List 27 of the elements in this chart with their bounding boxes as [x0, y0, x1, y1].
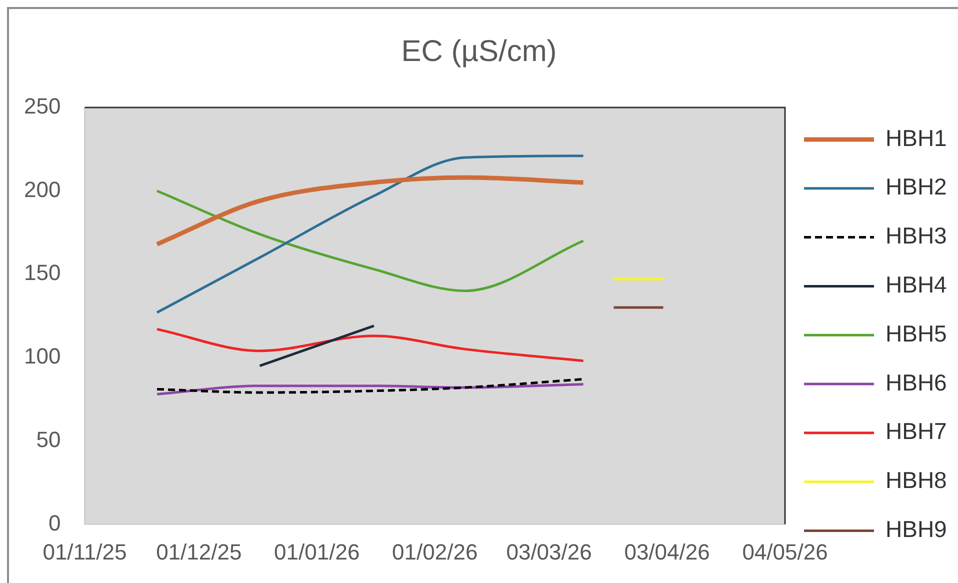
x-tick-label: 04/05/26 — [742, 540, 828, 565]
x-tick-label: 01/11/25 — [42, 540, 127, 565]
line-series — [156, 154, 585, 314]
x-tick-label: 03/04/26 — [624, 540, 710, 565]
x-tick-label: 01/12/25 — [156, 540, 242, 565]
y-tick-label: 100 — [24, 344, 61, 369]
chart-title: EC (µS/cm) — [401, 34, 557, 68]
y-tick-label: 250 — [24, 94, 61, 119]
legend-label: HBH5 — [886, 320, 947, 346]
line-series — [156, 328, 585, 362]
y-tick-label: 200 — [24, 176, 61, 202]
x-tick-label: 01/02/26 — [392, 540, 478, 565]
legend-label: HBH4 — [886, 272, 948, 298]
legend-label: HBH9 — [886, 516, 947, 542]
x-tick-label: 01/01/26 — [274, 540, 360, 565]
legend-label: HBH8 — [886, 467, 947, 494]
legend-label: HBH6 — [886, 369, 947, 396]
x-tick-label: 03/03/26 — [506, 540, 592, 565]
y-tick-label: 50 — [36, 426, 61, 452]
line-series — [156, 382, 585, 396]
legend-label: HBH1 — [886, 124, 947, 151]
y-tick-label: 150 — [24, 260, 61, 286]
legend-label: HBH7 — [886, 418, 947, 444]
legend-label: HBH3 — [886, 222, 947, 249]
y-tick-label: 0 — [48, 510, 61, 536]
line-series — [156, 190, 585, 292]
legend-label: HBH2 — [886, 174, 947, 200]
